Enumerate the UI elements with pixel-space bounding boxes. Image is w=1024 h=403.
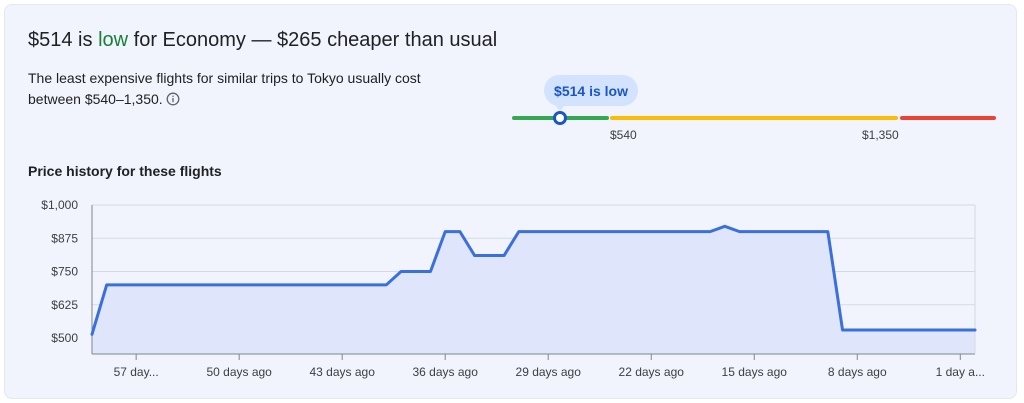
y-tick-label: $1,000 — [41, 198, 78, 212]
gauge-typical-segment — [610, 116, 898, 120]
gauge-low-threshold-label: $540 — [610, 128, 637, 142]
y-tick-label: $875 — [51, 231, 78, 245]
price-line — [90, 224, 977, 336]
x-tick-label: 57 day... — [114, 365, 159, 379]
x-tick-label: 15 days ago — [722, 365, 788, 379]
chart-title: Price history for these flights — [28, 163, 222, 179]
price-headline: $514 is low for Economy — $265 cheaper t… — [28, 29, 497, 52]
gauge-high-threshold-label: $1,350 — [862, 128, 899, 142]
y-tick-label: $625 — [51, 298, 78, 312]
x-tick-label: 8 days ago — [828, 365, 887, 379]
x-tick-label: 43 days ago — [309, 365, 375, 379]
x-tick-label: 36 days ago — [413, 365, 479, 379]
price-range-description: The least expensive flights for similar … — [28, 68, 428, 112]
x-tick-label: 50 days ago — [206, 365, 272, 379]
x-tick-label: 1 day a... — [936, 365, 985, 379]
y-tick-label: $500 — [51, 331, 78, 345]
x-tick-label: 29 days ago — [516, 365, 582, 379]
headline-price: $514 — [28, 29, 73, 51]
price-gauge: $514 is low $540 $1,350 — [0, 0, 1024, 160]
y-tick-label: $750 — [51, 265, 78, 279]
price-bubble: $514 is low — [544, 75, 638, 106]
gauge-high-segment — [900, 116, 996, 120]
x-tick-label: 22 days ago — [619, 365, 685, 379]
price-bubble-tail — [554, 104, 566, 111]
price-range-text: The least expensive flights for similar … — [28, 70, 421, 107]
price-area — [92, 226, 975, 354]
headline-is: is — [72, 29, 99, 51]
headline-price-level: low — [98, 29, 129, 51]
info-icon[interactable] — [166, 91, 180, 112]
current-price-marker — [553, 111, 567, 125]
headline-rest: for Economy — $265 cheaper than usual — [128, 29, 498, 51]
